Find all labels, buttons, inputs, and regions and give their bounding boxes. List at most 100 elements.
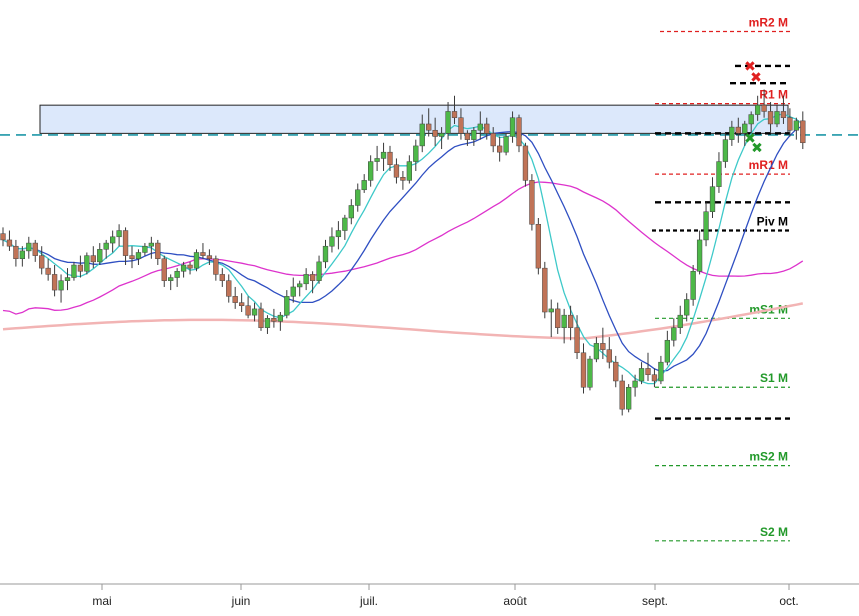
candle-body	[219, 274, 225, 281]
ma-fast-line	[2, 113, 804, 385]
candle-body	[509, 117, 516, 137]
candle-body	[97, 249, 103, 263]
candle-body	[32, 242, 38, 256]
candle-body	[39, 255, 45, 269]
candle-body	[71, 264, 77, 278]
candle-body	[477, 123, 483, 131]
candle-body	[413, 145, 419, 162]
candle-body	[748, 114, 754, 125]
x-axis: mai juin juil. août sept. oct.	[0, 583, 859, 608]
candle-body	[664, 339, 671, 363]
candle-body	[645, 368, 651, 375]
candle-body	[335, 230, 342, 238]
candle-body	[148, 242, 154, 247]
level-label: mR1 M	[749, 158, 788, 172]
candle-body	[458, 117, 464, 134]
candle-body	[64, 277, 71, 281]
resistance-zone-layer	[0, 104, 859, 136]
candle-body	[535, 224, 542, 269]
candle-body	[251, 308, 258, 316]
buy-signal-icon: ✖	[751, 140, 763, 156]
level-label: mS2 M	[749, 450, 788, 464]
candle-body	[180, 264, 187, 272]
candle-body	[129, 255, 135, 259]
candle-body	[232, 296, 238, 303]
candle-body	[529, 180, 535, 225]
candle-body	[200, 252, 206, 256]
level-label: S1 M	[760, 371, 788, 385]
candle-body	[361, 180, 367, 191]
resistance-zone	[39, 104, 789, 134]
candle-body	[342, 217, 348, 231]
candle-body	[6, 239, 13, 247]
candle-body	[787, 117, 793, 131]
candle-body	[90, 255, 96, 263]
candle-body	[606, 349, 612, 363]
candle-body	[187, 264, 193, 269]
x-tick-label: juin	[231, 594, 251, 608]
candle-body	[671, 327, 677, 341]
candle-body	[516, 117, 522, 147]
candle-body	[503, 136, 509, 153]
candle-body	[155, 242, 161, 259]
ma-mid-line	[2, 125, 804, 372]
level-label: S2 M	[760, 525, 788, 539]
candle-body	[110, 236, 116, 244]
candle-body	[213, 258, 219, 275]
x-tick-label: mai	[92, 594, 111, 608]
candle-body	[651, 374, 658, 382]
candle-body	[555, 308, 561, 328]
candle-body	[626, 386, 632, 410]
candle-body	[464, 133, 471, 140]
candle-body	[393, 164, 400, 178]
candle-body	[368, 161, 374, 181]
candle-body	[703, 211, 709, 241]
candle-body	[484, 123, 490, 134]
candle-body	[264, 318, 271, 328]
candle-body	[426, 123, 432, 131]
candle-body	[600, 343, 606, 350]
candle-body	[793, 120, 800, 131]
candle-body	[174, 271, 180, 278]
candle-body	[290, 286, 296, 297]
candle-body	[580, 352, 587, 388]
candle-body	[587, 358, 593, 388]
x-tick-label: sept.	[642, 594, 668, 608]
candle-body	[445, 111, 451, 134]
candle-body	[774, 111, 780, 125]
candle-body	[767, 111, 774, 125]
x-tick-label: oct.	[779, 594, 798, 608]
candle-body	[271, 318, 277, 322]
candle-body	[677, 314, 683, 328]
candle-body	[84, 255, 90, 272]
candle-body	[284, 296, 290, 316]
candle-body	[309, 274, 316, 281]
candle-body	[406, 161, 413, 181]
candle-body	[13, 245, 19, 259]
sell-signal-icon: ✖	[750, 70, 762, 86]
level-label: Piv M	[757, 215, 788, 229]
candle-body	[574, 327, 580, 354]
candle-body	[684, 299, 690, 316]
candle-body	[419, 123, 425, 147]
candle-body	[239, 302, 245, 307]
ma-slow-line	[2, 181, 804, 315]
candle-body	[226, 280, 232, 297]
x-tick-label: juil.	[359, 594, 378, 608]
candle-body	[451, 111, 458, 118]
candle-body	[19, 250, 26, 259]
candle-body	[438, 133, 445, 137]
candle-body	[316, 261, 322, 281]
candle-body	[593, 343, 600, 360]
candle-body	[522, 145, 529, 181]
candle-body	[387, 151, 393, 165]
sell-signal-icon: ✖	[744, 59, 756, 75]
candle-body	[497, 145, 503, 153]
buy-signal-icon: ✖	[744, 131, 756, 147]
candle-body	[742, 123, 748, 134]
candle-body	[355, 189, 361, 206]
candle-body	[45, 267, 51, 275]
candle-body	[696, 239, 703, 272]
